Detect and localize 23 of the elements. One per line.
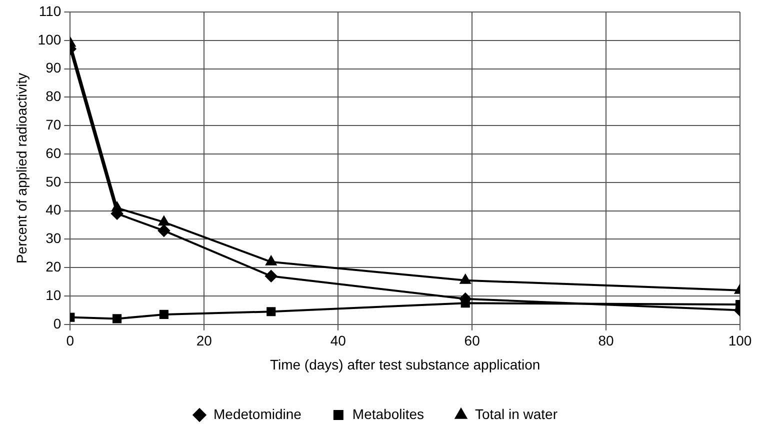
y-tick-label: 0 <box>53 315 62 332</box>
x-tick-label: 60 <box>464 332 480 349</box>
x-tick-label: 20 <box>196 332 212 349</box>
legend-label: Total in water <box>475 406 558 422</box>
y-tick-label: 30 <box>46 230 62 246</box>
x-axis-title: Time (days) after test substance application <box>270 356 540 372</box>
legend-label: Metabolites <box>352 406 424 422</box>
y-tick-label: 90 <box>46 60 62 76</box>
y-tick-label: 100 <box>38 31 62 48</box>
y-axis-title: Percent of applied radioactivity <box>13 72 30 264</box>
x-tick-label: 40 <box>330 332 346 349</box>
y-tick-label: 70 <box>46 116 62 132</box>
y-tick-label: 50 <box>46 173 62 190</box>
x-tick-label: 0 <box>66 332 74 349</box>
y-tick-label: 40 <box>46 202 62 218</box>
y-tick-label: 10 <box>46 286 62 303</box>
y-tick-label: 60 <box>46 144 62 161</box>
legend-label: Medetomidine <box>213 406 302 422</box>
x-tick-label: 80 <box>598 332 614 349</box>
y-tick-label: 20 <box>46 258 62 274</box>
y-tick-label: 110 <box>38 2 62 19</box>
y-tick-label: 80 <box>46 88 62 104</box>
x-tick-label: 100 <box>728 332 752 349</box>
